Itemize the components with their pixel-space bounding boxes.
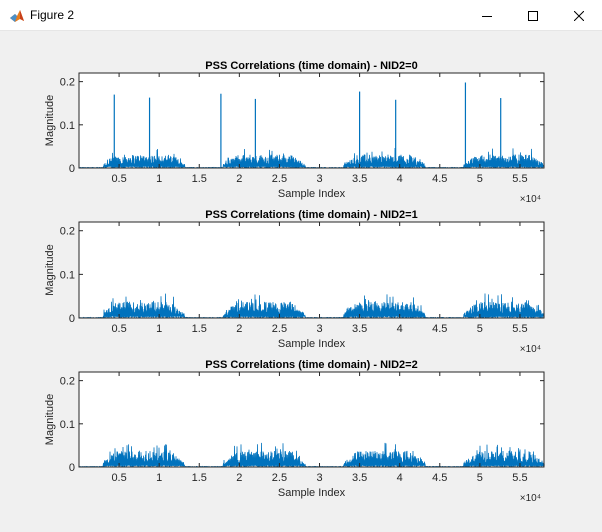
axes-background xyxy=(79,222,544,318)
y-tick-label: 0.1 xyxy=(60,269,75,281)
subplot-3[interactable]: 0.5 1 1.5 2 2.5 3 3.5 4 4.5 5 5.5 0 0.1 0.2 PSS Correl… xyxy=(44,359,545,504)
x-tick-label: 2 xyxy=(236,472,242,484)
x-tick-label: 0.5 xyxy=(111,173,126,185)
figure-svg: 0.5 1 1.5 2 2.5 3 3.5 4 4.5 5 5.5 0 0.1 0.2 PSS Correl… xyxy=(44,60,545,504)
x-axis-label: Sample Index xyxy=(278,188,346,200)
x-tick-label: 3 xyxy=(316,173,322,185)
y-tick-label: 0 xyxy=(69,313,75,325)
axes-background xyxy=(79,73,544,168)
x-tick-label: 1.5 xyxy=(192,173,207,185)
x-tick-label: 2.5 xyxy=(272,173,287,185)
x-tick-label: 2 xyxy=(236,323,242,335)
y-tick-label: 0 xyxy=(69,163,75,175)
subplot-title: PSS Correlations (time domain) - NID2=2 xyxy=(205,359,417,371)
axes-box xyxy=(78,371,545,468)
x-axis-label: Sample Index xyxy=(278,338,346,350)
x-tick-label: 0.5 xyxy=(111,472,126,484)
x-tick-label: 1.5 xyxy=(192,472,207,484)
x-exponent-label: ×10⁴ xyxy=(520,493,541,504)
x-tick-label: 3 xyxy=(316,472,322,484)
subplot-title: PSS Correlations (time domain) - NID2=0 xyxy=(205,60,417,72)
x-tick-label: 4.5 xyxy=(432,472,447,484)
x-tick-label: 4 xyxy=(397,472,403,484)
y-axis-label: Magnitude xyxy=(44,394,56,445)
axes-box xyxy=(78,72,545,169)
x-tick-label: 5.5 xyxy=(512,472,527,484)
window-title: Figure 2 xyxy=(30,8,75,22)
y-tick-label: 0.1 xyxy=(60,419,75,431)
y-tick-label: 0 xyxy=(69,462,75,474)
minimize-button[interactable] xyxy=(464,0,510,31)
y-tick-label: 0.2 xyxy=(60,77,75,89)
figure-canvas[interactable]: 0.5 1 1.5 2 2.5 3 3.5 4 4.5 5 5.5 0 0.1 0.2 PSS Correl… xyxy=(0,31,602,532)
x-tick-label: 1 xyxy=(156,173,162,185)
y-tick-label: 0.1 xyxy=(60,120,75,132)
subplot-2[interactable]: 0.5 1 1.5 2 2.5 3 3.5 4 4.5 5 5.5 0 0.1 0.2 PSS Correl… xyxy=(44,209,545,355)
x-tick-label: 1 xyxy=(156,323,162,335)
x-tick-label: 5 xyxy=(477,472,483,484)
x-tick-label: 0.5 xyxy=(111,323,126,335)
x-tick-label: 4 xyxy=(397,173,403,185)
y-tick-label: 0.2 xyxy=(60,376,75,388)
axes-box xyxy=(78,221,545,319)
x-tick-label: 4 xyxy=(397,323,403,335)
y-axis-label: Magnitude xyxy=(44,95,56,146)
x-exponent-label: ×10⁴ xyxy=(520,344,541,355)
axes-background xyxy=(79,372,544,467)
x-axis-label: Sample Index xyxy=(278,487,346,499)
y-tick-label: 0.2 xyxy=(60,226,75,238)
maximize-button[interactable] xyxy=(510,0,556,31)
x-tick-label: 2.5 xyxy=(272,323,287,335)
x-tick-label: 5 xyxy=(477,323,483,335)
matlab-icon xyxy=(9,8,25,24)
subplot-1[interactable]: 0.5 1 1.5 2 2.5 3 3.5 4 4.5 5 5.5 0 0.1 0.2 PSS Correl… xyxy=(44,60,545,205)
x-tick-label: 3.5 xyxy=(352,472,367,484)
x-exponent-label: ×10⁴ xyxy=(520,194,541,205)
title-bar[interactable]: Figure 2 xyxy=(0,0,602,31)
x-tick-label: 3 xyxy=(316,323,322,335)
y-axis-label: Magnitude xyxy=(44,244,56,295)
x-tick-label: 4.5 xyxy=(432,323,447,335)
x-tick-label: 1.5 xyxy=(192,323,207,335)
x-tick-label: 5.5 xyxy=(512,323,527,335)
x-tick-label: 1 xyxy=(156,472,162,484)
minimize-icon xyxy=(482,11,492,21)
x-tick-label: 2 xyxy=(236,173,242,185)
x-tick-label: 5 xyxy=(477,173,483,185)
close-button[interactable] xyxy=(556,0,602,31)
x-tick-label: 2.5 xyxy=(272,472,287,484)
x-tick-label: 5.5 xyxy=(512,173,527,185)
subplot-title: PSS Correlations (time domain) - NID2=1 xyxy=(205,209,417,221)
x-tick-label: 4.5 xyxy=(432,173,447,185)
close-icon xyxy=(574,10,584,21)
x-tick-label: 3.5 xyxy=(352,323,367,335)
maximize-icon xyxy=(528,10,538,21)
x-tick-label: 3.5 xyxy=(352,173,367,185)
